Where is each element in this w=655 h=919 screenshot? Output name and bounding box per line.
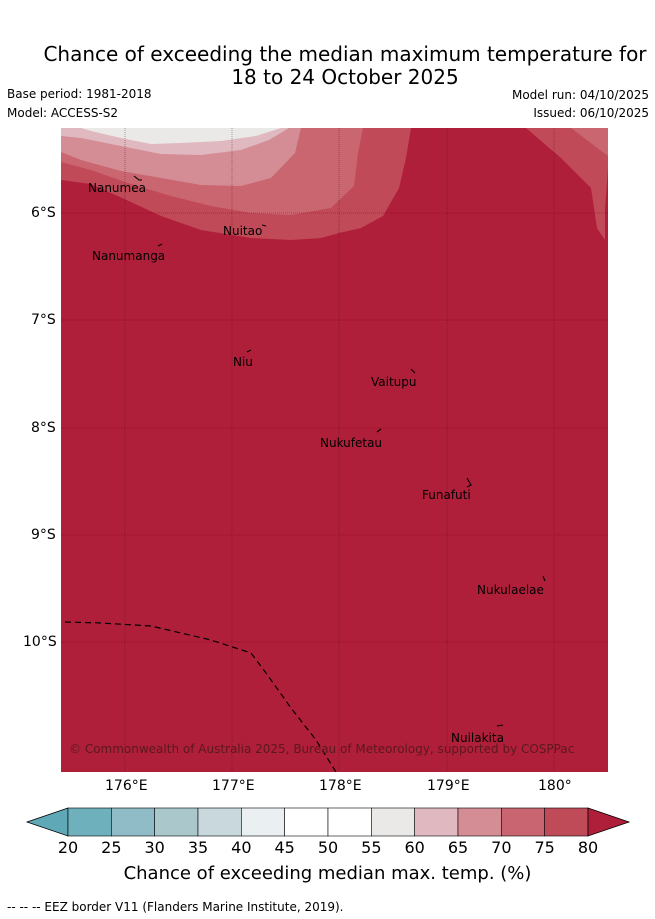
x-tick-178e: 178°E	[319, 778, 362, 794]
issued-date: Issued: 06/10/2025	[533, 106, 649, 120]
colorbar-tick-label: 20	[57, 838, 79, 857]
graticule	[61, 128, 608, 772]
y-tick-6s: 6°S	[31, 205, 56, 221]
colorbar-tick-label: 50	[317, 838, 339, 857]
colorbar	[25, 807, 631, 837]
colorbar-segment	[197, 807, 242, 837]
colorbar-tick-label: 40	[231, 838, 252, 857]
map-canvas	[61, 128, 608, 772]
colorbar-segment	[67, 807, 112, 837]
model-name: Model: ACCESS-S2	[7, 106, 119, 120]
colorbar-segment	[111, 807, 155, 837]
x-tick-179e: 179°E	[427, 778, 470, 794]
place-nanumea: Nanumea	[88, 181, 146, 195]
colorbar-extend-high	[587, 807, 631, 837]
place-nukufetau: Nukufetau	[320, 436, 383, 450]
probability-field-55	[81, 128, 281, 144]
place-nanumanga: Nanumanga	[92, 249, 166, 263]
colorbar-tick-label: 70	[491, 838, 512, 857]
colorbar-tick-label: 80	[577, 838, 599, 857]
colorbar-tick-label: 75	[534, 838, 555, 857]
colorbar-segment	[327, 807, 372, 837]
colorbar-segment	[284, 807, 329, 837]
colorbar-tick-label: 25	[101, 838, 122, 857]
islands	[133, 175, 546, 727]
x-tick-177e: 177°E	[212, 778, 255, 794]
colorbar-tick-label: 30	[144, 838, 165, 857]
map-panel: Nanumea Nuitao Nanumanga Niu Vaitupu Nuk…	[61, 128, 608, 772]
colorbar-segment	[457, 807, 502, 837]
place-nuilakita: Nuilakita	[451, 731, 504, 745]
colorbar-extend-low	[25, 807, 69, 837]
y-tick-9s: 9°S	[31, 527, 56, 543]
colorbar-segment	[154, 807, 199, 837]
model-run: Model run: 04/10/2025	[511, 88, 649, 102]
place-nuitao: Nuitao	[223, 224, 263, 238]
colorbar-segment	[371, 807, 415, 837]
colorbar-tick-label: 65	[447, 838, 469, 857]
colorbar-segment	[501, 807, 545, 837]
title-line-2: 18 to 24 October 2025	[231, 65, 459, 89]
y-tick-8s: 8°S	[31, 420, 56, 436]
colorbar-segment	[241, 807, 285, 837]
place-funafuti: Funafuti	[422, 488, 471, 502]
x-tick-176e: 176°E	[105, 778, 148, 794]
place-vaitupu: Vaitupu	[371, 375, 417, 389]
y-tick-7s: 7°S	[31, 312, 56, 328]
eez-legend: -- -- -- EEZ border V11 (Flanders Marine…	[7, 900, 344, 914]
place-niu: Niu	[233, 355, 253, 369]
base-period: Base period: 1981-2018	[7, 87, 152, 101]
colorbar-segment	[414, 807, 459, 837]
colorbar-tick-label: 35	[187, 838, 209, 857]
copyright-notice: © Commonwealth of Australia 2025, Bureau…	[69, 742, 575, 756]
colorbar-tick-label: 45	[274, 838, 295, 857]
colorbar-segment	[544, 807, 589, 837]
colorbar-title: Chance of exceeding median max. temp. (%…	[123, 863, 532, 884]
title-line-1: Chance of exceeding the median maximum t…	[43, 42, 647, 66]
colorbar-tick-label: 60	[404, 838, 425, 857]
eez-border	[64, 621, 337, 772]
probability-field-80	[61, 128, 608, 772]
colorbar-tick-label: 55	[361, 838, 382, 857]
y-tick-10s: 10°S	[23, 634, 57, 650]
place-nukulaelae: Nukulaelae	[477, 583, 544, 597]
x-tick-180: 180°	[538, 778, 572, 794]
